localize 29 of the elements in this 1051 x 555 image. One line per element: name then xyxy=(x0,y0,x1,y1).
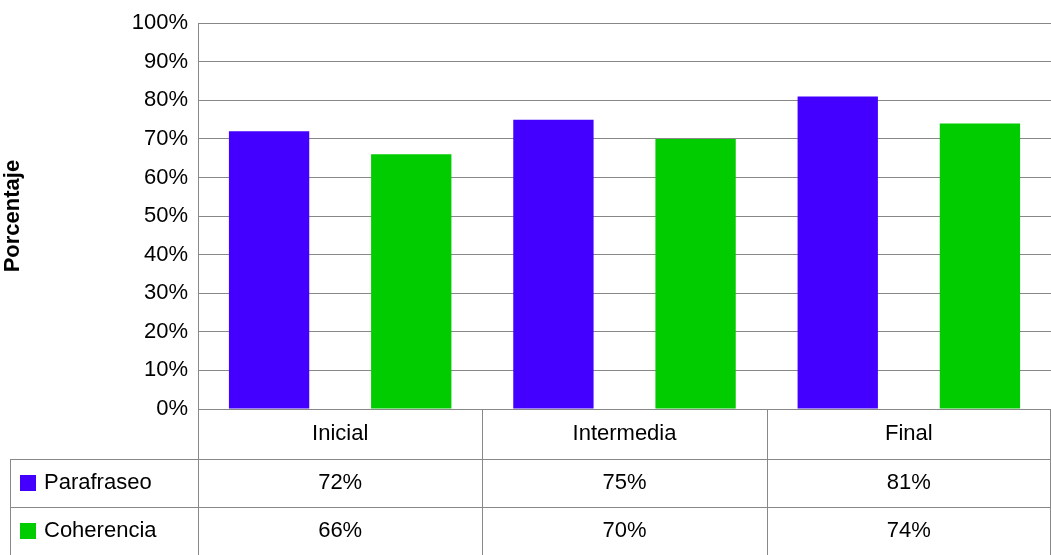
y-tick-label: 20% xyxy=(143,317,188,343)
y-tick-label: 50% xyxy=(143,202,188,228)
bar xyxy=(939,123,1021,409)
y-tick-label: 0% xyxy=(156,395,188,421)
x-tick-label: Final xyxy=(884,420,933,446)
y-axis-title: Porcentaje xyxy=(0,159,25,273)
y-tick-label: 80% xyxy=(143,86,188,112)
text: 66% xyxy=(318,517,363,543)
bar xyxy=(797,96,878,409)
y-tick-label: 60% xyxy=(143,163,188,189)
text: 74% xyxy=(886,517,931,543)
bar xyxy=(655,138,736,409)
x-tick-label: Inicial xyxy=(312,420,369,446)
y-tick-label: 90% xyxy=(143,47,188,73)
text: 70% xyxy=(602,517,647,543)
bar xyxy=(513,119,594,409)
x-tick-label: Intermedia xyxy=(572,420,678,446)
y-tick-label: 100% xyxy=(131,9,188,35)
bar xyxy=(371,154,452,409)
text: 72% xyxy=(318,469,363,495)
text: 75% xyxy=(602,469,647,495)
legend-label: Parafraseo xyxy=(44,469,152,495)
bar xyxy=(228,131,310,409)
legend-label: Coherencia xyxy=(44,517,158,543)
text: 81% xyxy=(886,469,931,495)
y-tick-label: 10% xyxy=(143,356,188,382)
y-tick-label: 30% xyxy=(143,279,188,305)
y-tick-label: 70% xyxy=(143,125,188,150)
y-tick-label: 40% xyxy=(143,240,188,266)
